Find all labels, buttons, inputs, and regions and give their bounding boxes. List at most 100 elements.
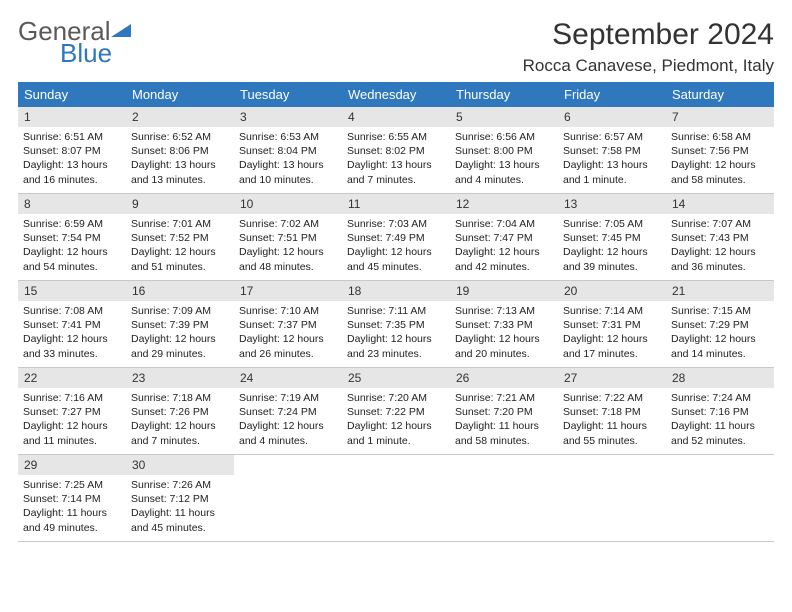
sunrise-line: Sunrise: 6:56 AM xyxy=(455,130,553,144)
day-cell-empty xyxy=(342,455,450,541)
daylight-line: Daylight: 11 hours and 55 minutes. xyxy=(563,419,661,447)
sunrise-line: Sunrise: 7:13 AM xyxy=(455,304,553,318)
weekday-header: Tuesday xyxy=(234,82,342,107)
sunset-line: Sunset: 7:43 PM xyxy=(671,231,769,245)
sunrise-line: Sunrise: 7:19 AM xyxy=(239,391,337,405)
day-cell: 1Sunrise: 6:51 AMSunset: 8:07 PMDaylight… xyxy=(18,107,126,193)
day-number: 4 xyxy=(342,107,450,127)
day-body: Sunrise: 7:26 AMSunset: 7:12 PMDaylight:… xyxy=(126,475,234,540)
sunrise-line: Sunrise: 6:59 AM xyxy=(23,217,121,231)
sunrise-line: Sunrise: 7:16 AM xyxy=(23,391,121,405)
sunrise-line: Sunrise: 6:55 AM xyxy=(347,130,445,144)
day-cell: 17Sunrise: 7:10 AMSunset: 7:37 PMDayligh… xyxy=(234,281,342,367)
day-body: Sunrise: 7:21 AMSunset: 7:20 PMDaylight:… xyxy=(450,388,558,453)
daylight-line: Daylight: 13 hours and 10 minutes. xyxy=(239,158,337,186)
day-cell-empty xyxy=(558,455,666,541)
sunrise-line: Sunrise: 7:05 AM xyxy=(563,217,661,231)
sunset-line: Sunset: 7:51 PM xyxy=(239,231,337,245)
sunrise-line: Sunrise: 7:02 AM xyxy=(239,217,337,231)
day-cell: 23Sunrise: 7:18 AMSunset: 7:26 PMDayligh… xyxy=(126,368,234,454)
sunset-line: Sunset: 7:52 PM xyxy=(131,231,229,245)
day-number: 25 xyxy=(342,368,450,388)
day-body: Sunrise: 7:09 AMSunset: 7:39 PMDaylight:… xyxy=(126,301,234,366)
day-body: Sunrise: 7:18 AMSunset: 7:26 PMDaylight:… xyxy=(126,388,234,453)
sunset-line: Sunset: 7:56 PM xyxy=(671,144,769,158)
day-number: 6 xyxy=(558,107,666,127)
daylight-line: Daylight: 13 hours and 13 minutes. xyxy=(131,158,229,186)
day-cell: 11Sunrise: 7:03 AMSunset: 7:49 PMDayligh… xyxy=(342,194,450,280)
day-body: Sunrise: 7:11 AMSunset: 7:35 PMDaylight:… xyxy=(342,301,450,366)
sunrise-line: Sunrise: 7:26 AM xyxy=(131,478,229,492)
daylight-line: Daylight: 13 hours and 4 minutes. xyxy=(455,158,553,186)
weekday-header: Wednesday xyxy=(342,82,450,107)
day-body: Sunrise: 7:13 AMSunset: 7:33 PMDaylight:… xyxy=(450,301,558,366)
daylight-line: Daylight: 12 hours and 20 minutes. xyxy=(455,332,553,360)
day-body: Sunrise: 7:14 AMSunset: 7:31 PMDaylight:… xyxy=(558,301,666,366)
day-number: 3 xyxy=(234,107,342,127)
daylight-line: Daylight: 12 hours and 45 minutes. xyxy=(347,245,445,273)
logo: General Blue xyxy=(18,18,133,66)
sunrise-line: Sunrise: 7:04 AM xyxy=(455,217,553,231)
day-body: Sunrise: 7:19 AMSunset: 7:24 PMDaylight:… xyxy=(234,388,342,453)
day-number: 16 xyxy=(126,281,234,301)
day-body: Sunrise: 6:51 AMSunset: 8:07 PMDaylight:… xyxy=(18,127,126,192)
sunrise-line: Sunrise: 6:58 AM xyxy=(671,130,769,144)
sunset-line: Sunset: 7:12 PM xyxy=(131,492,229,506)
month-title: September 2024 xyxy=(523,18,774,52)
week-row: 22Sunrise: 7:16 AMSunset: 7:27 PMDayligh… xyxy=(18,368,774,455)
sunset-line: Sunset: 8:02 PM xyxy=(347,144,445,158)
daylight-line: Daylight: 12 hours and 42 minutes. xyxy=(455,245,553,273)
day-body: Sunrise: 7:02 AMSunset: 7:51 PMDaylight:… xyxy=(234,214,342,279)
sunrise-line: Sunrise: 7:22 AM xyxy=(563,391,661,405)
day-number: 20 xyxy=(558,281,666,301)
week-row: 15Sunrise: 7:08 AMSunset: 7:41 PMDayligh… xyxy=(18,281,774,368)
sunset-line: Sunset: 7:24 PM xyxy=(239,405,337,419)
day-body: Sunrise: 7:10 AMSunset: 7:37 PMDaylight:… xyxy=(234,301,342,366)
weekday-header: Thursday xyxy=(450,82,558,107)
day-body: Sunrise: 6:52 AMSunset: 8:06 PMDaylight:… xyxy=(126,127,234,192)
sunset-line: Sunset: 7:45 PM xyxy=(563,231,661,245)
daylight-line: Daylight: 12 hours and 48 minutes. xyxy=(239,245,337,273)
sunset-line: Sunset: 7:18 PM xyxy=(563,405,661,419)
daylight-line: Daylight: 12 hours and 11 minutes. xyxy=(23,419,121,447)
day-body: Sunrise: 6:56 AMSunset: 8:00 PMDaylight:… xyxy=(450,127,558,192)
day-number: 15 xyxy=(18,281,126,301)
day-number: 27 xyxy=(558,368,666,388)
sunrise-line: Sunrise: 7:18 AM xyxy=(131,391,229,405)
day-cell: 29Sunrise: 7:25 AMSunset: 7:14 PMDayligh… xyxy=(18,455,126,541)
daylight-line: Daylight: 13 hours and 16 minutes. xyxy=(23,158,121,186)
day-body: Sunrise: 7:22 AMSunset: 7:18 PMDaylight:… xyxy=(558,388,666,453)
week-row: 1Sunrise: 6:51 AMSunset: 8:07 PMDaylight… xyxy=(18,107,774,194)
week-row: 8Sunrise: 6:59 AMSunset: 7:54 PMDaylight… xyxy=(18,194,774,281)
day-number: 9 xyxy=(126,194,234,214)
header: General Blue September 2024 Rocca Canave… xyxy=(18,18,774,76)
day-body: Sunrise: 7:01 AMSunset: 7:52 PMDaylight:… xyxy=(126,214,234,279)
day-number: 18 xyxy=(342,281,450,301)
daylight-line: Daylight: 12 hours and 14 minutes. xyxy=(671,332,769,360)
day-cell: 4Sunrise: 6:55 AMSunset: 8:02 PMDaylight… xyxy=(342,107,450,193)
sunset-line: Sunset: 7:47 PM xyxy=(455,231,553,245)
daylight-line: Daylight: 11 hours and 52 minutes. xyxy=(671,419,769,447)
day-body: Sunrise: 6:55 AMSunset: 8:02 PMDaylight:… xyxy=(342,127,450,192)
week-row: 29Sunrise: 7:25 AMSunset: 7:14 PMDayligh… xyxy=(18,455,774,542)
day-cell: 2Sunrise: 6:52 AMSunset: 8:06 PMDaylight… xyxy=(126,107,234,193)
day-number: 13 xyxy=(558,194,666,214)
title-block: September 2024 Rocca Canavese, Piedmont,… xyxy=(523,18,774,76)
logo-text: General Blue xyxy=(18,18,133,66)
day-number: 21 xyxy=(666,281,774,301)
daylight-line: Daylight: 12 hours and 58 minutes. xyxy=(671,158,769,186)
day-cell: 7Sunrise: 6:58 AMSunset: 7:56 PMDaylight… xyxy=(666,107,774,193)
day-cell: 9Sunrise: 7:01 AMSunset: 7:52 PMDaylight… xyxy=(126,194,234,280)
weekday-header: Monday xyxy=(126,82,234,107)
sunrise-line: Sunrise: 7:08 AM xyxy=(23,304,121,318)
day-cell: 19Sunrise: 7:13 AMSunset: 7:33 PMDayligh… xyxy=(450,281,558,367)
sunset-line: Sunset: 7:29 PM xyxy=(671,318,769,332)
logo-triangle-icon xyxy=(111,18,133,44)
weekday-header: Saturday xyxy=(666,82,774,107)
sunset-line: Sunset: 7:37 PM xyxy=(239,318,337,332)
day-cell-empty xyxy=(450,455,558,541)
daylight-line: Daylight: 12 hours and 26 minutes. xyxy=(239,332,337,360)
sunrise-line: Sunrise: 7:09 AM xyxy=(131,304,229,318)
daylight-line: Daylight: 13 hours and 7 minutes. xyxy=(347,158,445,186)
sunset-line: Sunset: 7:20 PM xyxy=(455,405,553,419)
